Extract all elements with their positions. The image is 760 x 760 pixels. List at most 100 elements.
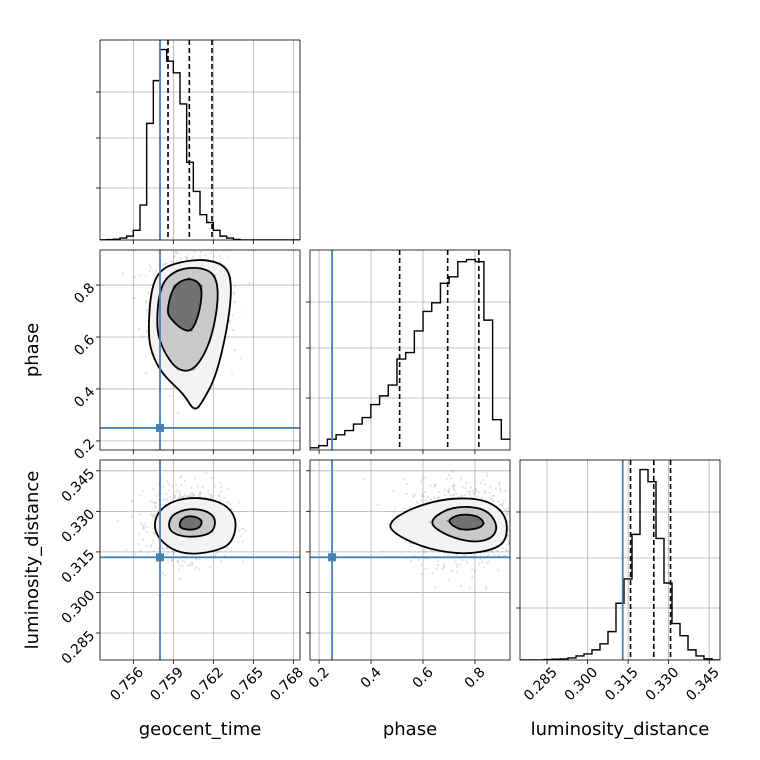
sample-point [213,485,216,488]
sample-point [231,328,234,332]
sample-point [488,491,491,495]
sample-point [504,554,507,557]
truth-marker [328,553,337,562]
sample-point [513,514,515,516]
sample-point [499,503,502,506]
sample-point [363,478,366,481]
sample-point [209,566,212,569]
sample-point [452,494,455,497]
sample-point [240,527,243,531]
sample-point [485,586,488,589]
sample-point [406,482,409,486]
sample-point [481,561,484,564]
sample-point [544,528,546,530]
sample-point [426,496,430,499]
sample-point [456,565,459,568]
sample-point [244,529,248,532]
sample-point [539,501,541,503]
sample-point [197,568,201,571]
sample-point [514,540,516,542]
sample-point [507,540,510,543]
sample-point [421,493,424,496]
sample-point [538,540,540,542]
sample-point [199,254,202,258]
sample-point [227,256,230,259]
sample-point [170,559,174,562]
sample-point [523,516,525,518]
sample-point [459,478,462,482]
sample-point [154,512,157,515]
sample-point [187,242,189,244]
sample-point [167,482,170,486]
sample-point [210,476,213,480]
sample-point [153,514,156,517]
sample-point [507,511,510,514]
y-tick-label: 0.8 [71,280,98,307]
sample-point [175,490,178,494]
sample-point [413,493,416,496]
sample-point [474,488,477,491]
sample-point [505,509,508,512]
sample-point [484,490,487,493]
sample-point [424,551,427,554]
sample-point [505,543,508,546]
sample-point [194,237,196,239]
sample-point [505,511,508,514]
sample-point [449,476,452,480]
sample-point [188,564,191,567]
sample-point [223,496,226,500]
sample-point [171,485,174,488]
sample-point [483,552,486,555]
y-tick-label: 0.300 [59,587,99,627]
sample-point [454,560,457,563]
sample-point [240,357,243,360]
sample-point [516,528,518,530]
sample-point [174,496,177,499]
sample-point [432,496,436,499]
sample-point [513,514,515,516]
sample-point [154,501,157,504]
sample-point [162,264,166,267]
sample-point [226,546,229,550]
sample-point [516,520,518,522]
sample-point [498,481,501,484]
sample-point [183,495,186,498]
sample-point [490,497,493,500]
sample-point [145,309,148,312]
contour-line [156,266,219,372]
sample-point [412,495,415,498]
sample-point [176,489,179,492]
sample-point [175,251,178,255]
sample-point [500,503,503,507]
sample-point [198,493,202,496]
sample-point [448,488,451,491]
sample-point [145,544,148,548]
x-axis-label-luminosity_distance: luminosity_distance [531,719,710,740]
sample-point [198,558,201,561]
sample-point [530,514,532,516]
y-axis-label-phase: phase [22,323,43,377]
sample-point [154,501,157,505]
sample-point [470,495,474,498]
sample-point [502,554,505,557]
x-tick-label: 0.285 [521,664,561,704]
sample-point [473,569,476,572]
y-tick-label: 0.345 [59,466,99,506]
sample-point [476,495,479,498]
sample-point [139,521,142,524]
contour-line [448,513,485,531]
sample-point [492,499,495,503]
sample-point [143,522,146,525]
sample-point [194,558,198,561]
sample-point [434,483,437,486]
sample-point [142,526,145,529]
sample-point [512,496,514,498]
sample-point [197,495,200,498]
sample-point [220,560,223,563]
sample-point [540,548,542,550]
sample-point [468,587,472,590]
sample-point [465,559,468,562]
sample-point [443,493,447,496]
sample-point [186,252,189,256]
sample-point [147,552,150,555]
